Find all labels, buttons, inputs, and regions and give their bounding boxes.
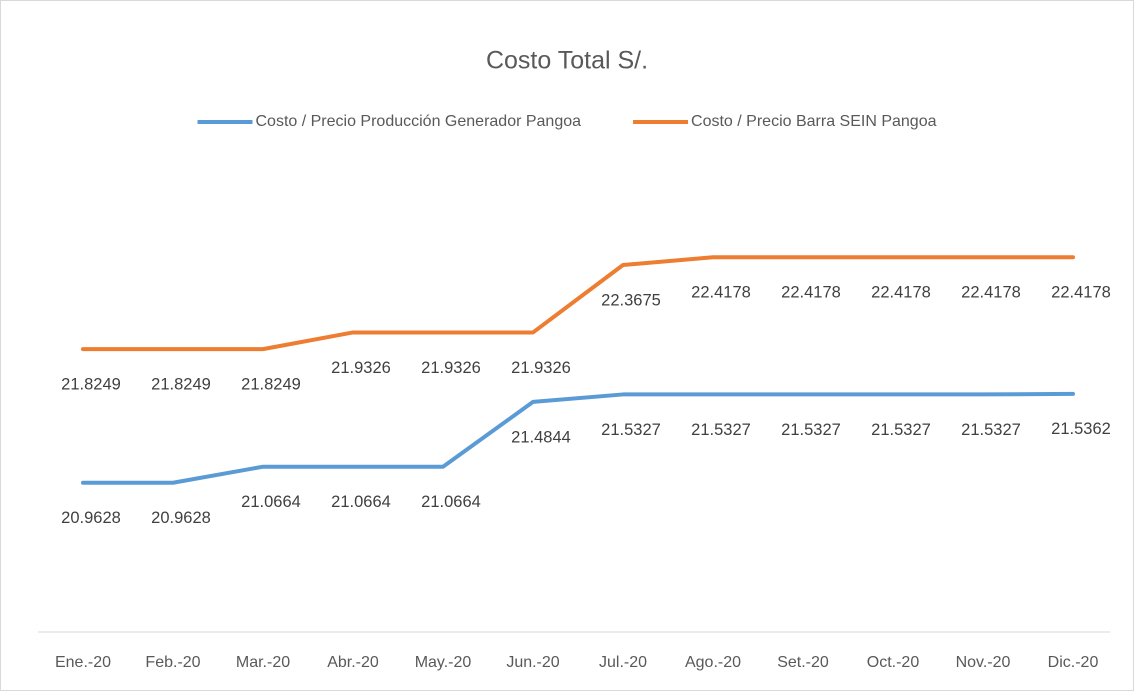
data-label: 22.4178 [871, 284, 931, 302]
data-label: 21.5327 [691, 421, 751, 439]
data-label: 21.9326 [421, 359, 481, 377]
data-label: 21.5327 [871, 421, 931, 439]
data-label: 22.3675 [601, 291, 661, 309]
data-label: 20.9628 [151, 509, 211, 527]
legend-label: Costo / Precio Producción Generador Pang… [256, 113, 582, 130]
x-tick-label: Oct.-20 [867, 654, 920, 671]
data-label: 21.8249 [241, 375, 301, 393]
data-label: 21.0664 [331, 493, 391, 511]
data-label: 21.4844 [511, 428, 571, 446]
data-label: 22.4178 [1051, 284, 1111, 302]
x-tick-label: Jun.-20 [506, 654, 559, 671]
data-label: 21.8249 [151, 375, 211, 393]
data-label: 21.5327 [601, 421, 661, 439]
x-tick-label: Ago.-20 [685, 654, 741, 671]
x-tick-label: Dic.-20 [1048, 654, 1099, 671]
x-tick-label: Jul.-20 [599, 654, 647, 671]
x-tick-label: Abr.-20 [327, 654, 379, 671]
data-label: 22.4178 [691, 284, 751, 302]
data-label: 22.4178 [961, 284, 1021, 302]
data-label: 21.5362 [1051, 420, 1111, 438]
data-label: 21.9326 [331, 359, 391, 377]
legend-label: Costo / Precio Barra SEIN Pangoa [691, 113, 937, 130]
x-tick-label: May.-20 [415, 654, 472, 671]
data-label: 20.9628 [61, 509, 121, 527]
data-label: 21.9326 [511, 359, 571, 377]
x-tick-label: Nov.-20 [956, 654, 1011, 671]
data-label: 21.0664 [241, 493, 301, 511]
x-tick-label: Set.-20 [777, 654, 829, 671]
data-label: 21.0664 [421, 493, 481, 511]
data-label: 22.4178 [781, 284, 841, 302]
x-tick-label: Ene.-20 [55, 654, 111, 671]
data-label: 21.5327 [961, 421, 1021, 439]
data-label: 21.8249 [61, 375, 121, 393]
data-label: 21.5327 [781, 421, 841, 439]
series-line [81, 391, 1075, 485]
x-tick-label: Feb.-20 [145, 654, 200, 671]
x-tick-label: Mar.-20 [236, 654, 290, 671]
chart-title: Costo Total S/. [486, 47, 648, 75]
series-line [81, 255, 1075, 352]
